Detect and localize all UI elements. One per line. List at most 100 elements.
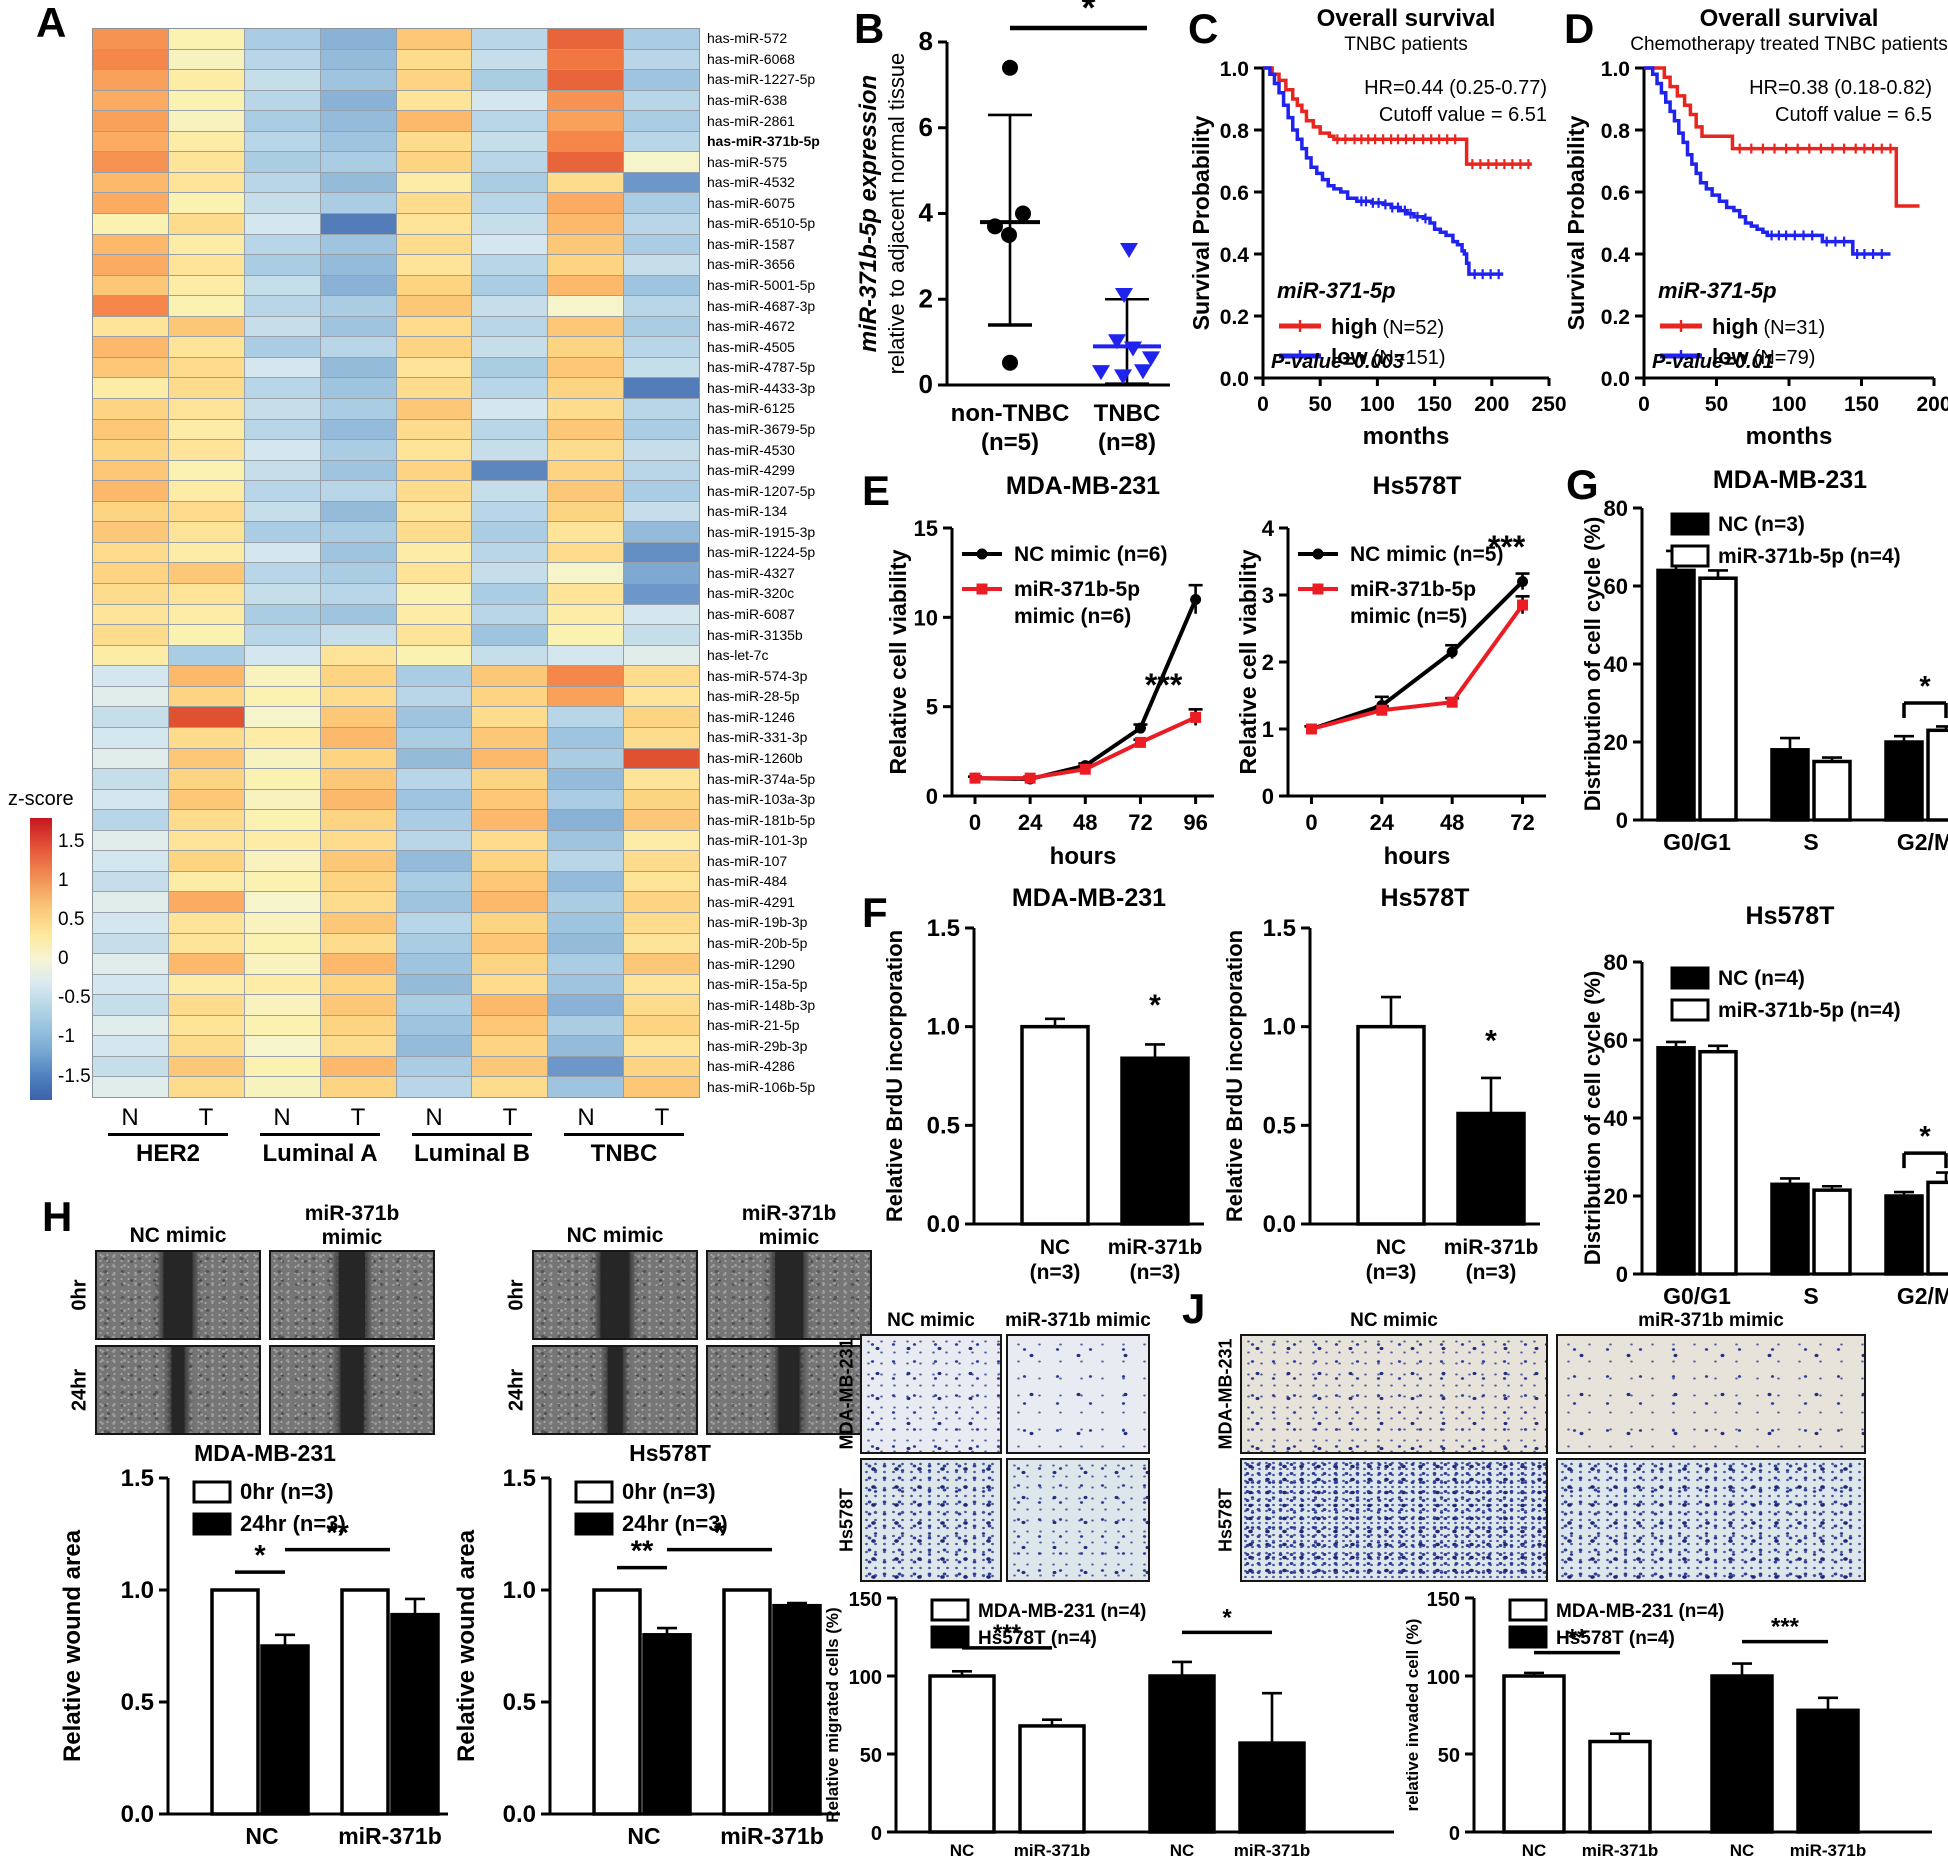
heatmap-cell [396, 255, 472, 275]
heatmap-cell [320, 810, 396, 830]
heatmap-row-label: has-miR-1915-3p [707, 523, 816, 540]
heatmap-cell [396, 460, 472, 481]
data-point [1001, 226, 1017, 243]
heatmap-group: N T Luminal A [244, 1104, 396, 1168]
heatmap-cell [168, 707, 244, 727]
heatmap-cell [624, 1015, 699, 1036]
heatmap-cell [624, 1056, 699, 1077]
group-name: Luminal A [262, 1140, 378, 1167]
heatmap-cell [472, 49, 548, 70]
y-tick-label: 1.0 [1263, 1014, 1296, 1041]
x-category-label: miR-371b [1582, 1841, 1659, 1860]
heatmap-row-label: has-miR-4672 [707, 318, 795, 335]
heatmap-cell [396, 440, 472, 460]
heatmap-cell [168, 1036, 244, 1056]
heatmap-cell [93, 604, 168, 625]
heatmap-row-label: has-miR-6510-5p [707, 215, 816, 232]
heatmap-cell [168, 440, 244, 460]
heatmap-cell [244, 460, 320, 481]
x-tick-label: 0 [1638, 393, 1650, 416]
legend-title: miR-371-5p [1277, 278, 1396, 303]
heatmap-cell [244, 316, 320, 337]
legend-label: NC (n=4) [1718, 967, 1805, 990]
h-block1-col2-header-l1: miR-371b [304, 1202, 400, 1225]
heatmap-cell [472, 337, 548, 357]
heatmap-cell [396, 789, 472, 810]
heatmap-cell [548, 1077, 624, 1097]
x-category-label: (n=3) [1366, 1261, 1417, 1284]
y-tick-label: 0.0 [121, 1801, 154, 1828]
heatmap-cell [244, 830, 320, 851]
group-underline [564, 1133, 684, 1136]
heatmap-cell [396, 769, 472, 789]
heatmap-cell [320, 954, 396, 974]
y-tick-label: 3 [1262, 583, 1274, 608]
chart-title: Overall survival [1317, 5, 1496, 32]
heatmap-cell [548, 29, 624, 49]
heatmap-cell [472, 357, 548, 378]
data-point [1517, 576, 1529, 588]
heatmap-cell [320, 686, 396, 707]
heatmap-cell [244, 399, 320, 419]
j-row2-label: Hs578T [1215, 1487, 1236, 1553]
heatmap-cell [320, 440, 396, 460]
heatmap-cell [624, 789, 699, 810]
invasion-image-hs-nc [1240, 1458, 1548, 1582]
bar [1588, 1739, 1652, 1834]
heatmap-cell [168, 727, 244, 748]
bar [1796, 1708, 1860, 1834]
legend-label: 24hr (n=3) [240, 1511, 346, 1536]
x-tick-label: 0 [1257, 393, 1269, 416]
x-category-label: miR-371b [1790, 1841, 1867, 1860]
heatmap-cell [548, 316, 624, 337]
heatmap-cell [244, 727, 320, 748]
heatmap-row-label: has-miR-4327 [707, 564, 795, 581]
heatmap-cell [548, 666, 624, 686]
km-curve [1644, 66, 1920, 208]
bar [1120, 1056, 1190, 1226]
heatmap-cell [93, 172, 168, 193]
data-point [1002, 59, 1018, 76]
data-point [969, 772, 981, 784]
heatmap-cell [320, 974, 396, 995]
heatmap-cell [396, 1015, 472, 1036]
bar [1812, 759, 1852, 822]
annotation: Cutoff value = 6.5 [1775, 104, 1932, 126]
heatmap-cell [396, 563, 472, 584]
legend-label: miR-371b-5p (n=4) [1718, 999, 1901, 1022]
x-tick-label: 150 [1844, 393, 1879, 416]
y-axis-label: relative invaded cell (%) [1403, 1619, 1422, 1812]
heatmap-cell [624, 70, 699, 90]
p-value: P-value=0.003 [1271, 351, 1404, 373]
heatmap-cell [624, 625, 699, 645]
heatmap-cell [320, 563, 396, 584]
heatmap-cell [168, 810, 244, 830]
heatmap-cell [472, 1056, 548, 1077]
heatmap-cell [244, 851, 320, 871]
heatmap-cell [548, 337, 624, 357]
heatmap-cell [168, 666, 244, 686]
legend-label: 24hr (n=3) [622, 1511, 728, 1536]
heatmap-cell [624, 954, 699, 974]
heatmap-cell [320, 378, 396, 399]
x-tick-label: 0 [1305, 810, 1317, 835]
data-point [1446, 696, 1458, 708]
heatmap-cell [472, 851, 548, 871]
heatmap-cell [396, 995, 472, 1015]
n-label: N [425, 1104, 443, 1131]
data-point [1446, 646, 1458, 658]
heatmap-cell [244, 769, 320, 789]
i-row2-label: Hs578T [836, 1487, 857, 1553]
x-category-label: NC [1522, 1841, 1547, 1860]
heatmap-cell [624, 645, 699, 666]
heatmap-cell [93, 933, 168, 954]
heatmap-cell [396, 542, 472, 563]
heatmap-cell [168, 584, 244, 604]
heatmap-row-label: has-miR-15a-5p [707, 976, 808, 993]
heatmap-cell [624, 542, 699, 563]
heatmap-cell [93, 810, 168, 830]
y-axis-label: Relative BrdU incorporation [882, 930, 907, 1222]
y-tick-label: 6 [919, 112, 933, 142]
heatmap-cell [244, 357, 320, 378]
